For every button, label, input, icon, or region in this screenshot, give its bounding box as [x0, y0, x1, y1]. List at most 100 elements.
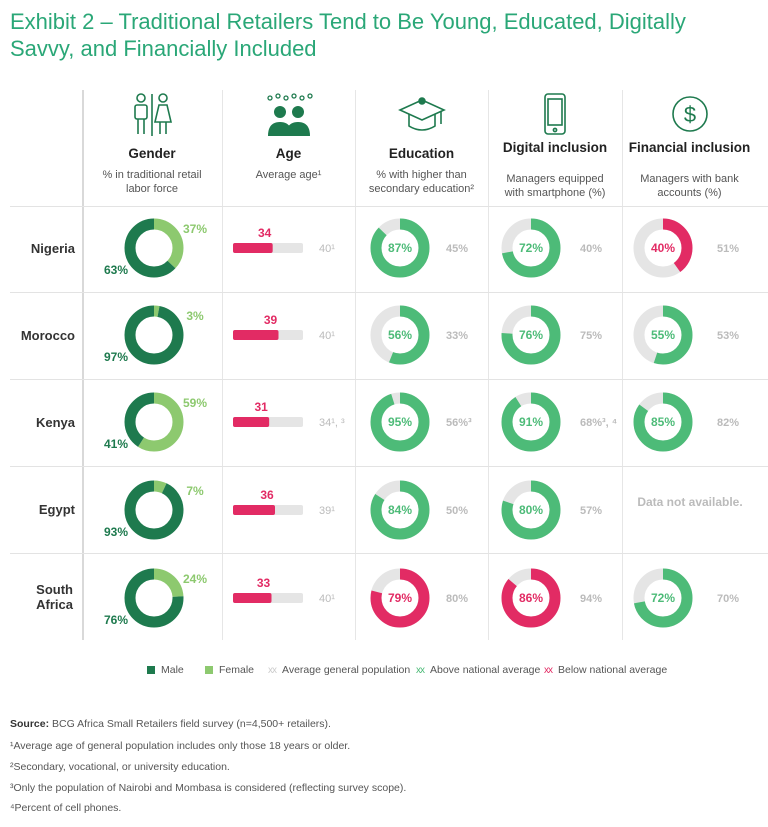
- footnote-3: ³Only the population of Nairobi and Momb…: [10, 782, 407, 794]
- gender-male-label-nigeria: 63%: [104, 263, 128, 277]
- education-title: Education: [388, 146, 455, 161]
- legend-male-swatch: [147, 666, 155, 674]
- age-average-label-south-africa: 40¹: [319, 593, 335, 605]
- digital-donut-morocco: [501, 305, 561, 365]
- education-donut-south-africa: [370, 568, 430, 628]
- education-average-label-morocco: 33%: [446, 330, 468, 342]
- age-bar-nigeria: [233, 243, 273, 253]
- digital-average-label-kenya: 68%³, ⁴: [580, 417, 617, 429]
- row-divider: [10, 553, 768, 554]
- digital-value-label-kenya: 91%: [519, 415, 543, 429]
- age-value-label-morocco: 39: [264, 313, 278, 327]
- gender-male-segment-south-africa: [124, 568, 184, 628]
- legend-above: xx Above national average: [416, 664, 540, 676]
- financial-value-label-south-africa: 72%: [651, 591, 675, 605]
- age-value-label-south-africa: 33: [257, 576, 271, 590]
- financial-donut-morocco: [633, 305, 693, 365]
- source-label: Source:: [10, 718, 50, 730]
- age-average-label-morocco: 40¹: [319, 330, 335, 342]
- age-bar-morocco: [233, 330, 279, 340]
- legend-female-swatch: [205, 666, 213, 674]
- age-value-label-egypt: 36: [260, 488, 274, 502]
- financial-average-label-morocco: 53%: [717, 330, 739, 342]
- row-label-nigeria: Nigeria: [30, 241, 75, 256]
- legend-below: xx Below national average: [544, 664, 667, 676]
- source-note: Source: BCG Africa Small Retailers field…: [10, 718, 331, 731]
- financial-header: $ Financial inclusion Managers with bank…: [622, 90, 757, 210]
- gender-female-label-morocco: 3%: [186, 309, 204, 323]
- row-divider: [10, 379, 768, 380]
- education-average-label-kenya: 56%³: [446, 417, 472, 429]
- financial-subtitle: Managers with bank accounts (%): [640, 173, 739, 199]
- digital-donut-egypt: [501, 480, 561, 540]
- gender-female-label-south-africa: 24%: [183, 572, 207, 586]
- education-subtitle: % with higher than secondary education²: [368, 169, 475, 195]
- education-value-label-nigeria: 87%: [388, 241, 412, 255]
- row-label-kenya: Kenya: [35, 415, 75, 430]
- gender-male-label-south-africa: 76%: [104, 613, 128, 627]
- digital-average-label-morocco: 75%: [580, 330, 602, 342]
- row-divider: [10, 466, 768, 467]
- digital-value-label-south-africa: 86%: [519, 591, 543, 605]
- education-donut-nigeria: [370, 218, 430, 278]
- gender-male-segment-morocco: [124, 305, 184, 365]
- financial-donut-nigeria: [633, 218, 693, 278]
- footnote-4: ⁴Percent of cell phones.: [10, 802, 122, 814]
- legend-below-label: Below national average: [558, 664, 668, 676]
- financial-average-label-kenya: 82%: [717, 417, 739, 429]
- financial-title: Financial inclusion: [628, 140, 751, 155]
- footnote-1: ¹Average age of general population inclu…: [10, 740, 351, 752]
- footnote-2: ²Secondary, vocational, or university ed…: [10, 761, 230, 773]
- source-text: BCG Africa Small Retailers field survey …: [49, 718, 331, 730]
- legend-average-swatch: xx: [268, 664, 277, 676]
- education-value-label-morocco: 56%: [388, 328, 412, 342]
- age-subtitle: Average age¹: [255, 169, 322, 181]
- age-header: Age Average age¹: [222, 90, 355, 210]
- digital-value-label-egypt: 80%: [519, 503, 543, 517]
- row-label-south-africa: South Africa: [36, 582, 73, 612]
- graduation-cap-icon: [397, 97, 446, 131]
- column-divider: [488, 90, 489, 640]
- gender-male-label-morocco: 97%: [104, 350, 128, 364]
- gender-icon: [134, 93, 173, 136]
- financial-value-label-kenya: 85%: [651, 415, 675, 429]
- gender-male-label-kenya: 41%: [104, 437, 128, 451]
- digital-donut-nigeria: [501, 218, 561, 278]
- column-divider: [82, 90, 84, 640]
- education-donut-kenya: [370, 392, 430, 452]
- row-divider: [10, 206, 768, 207]
- digital-subtitle: Managers equipped with smartphone (%): [504, 173, 606, 199]
- financial-value-label-morocco: 55%: [651, 328, 675, 342]
- gender-male-segment-egypt: [124, 480, 184, 540]
- legend-average-label: Average general population: [282, 664, 411, 676]
- education-donut-egypt: [370, 480, 430, 540]
- legend-average: xx Average general population: [268, 664, 410, 676]
- page-title: Exhibit 2 – Traditional Retailers Tend t…: [10, 9, 686, 61]
- financial-average-label-nigeria: 51%: [717, 243, 739, 255]
- people-icon: [266, 93, 313, 136]
- education-header: Education % with higher than secondary e…: [355, 90, 488, 210]
- gender-male-segment-nigeria: [124, 218, 184, 278]
- age-bar-egypt: [233, 505, 275, 515]
- gender-header: Gender % in traditional retail labor for…: [82, 90, 222, 210]
- gender-female-label-kenya: 59%: [183, 396, 207, 410]
- legend-male: Male: [147, 664, 184, 676]
- age-average-label-kenya: 34¹, ³: [319, 417, 345, 429]
- legend-above-swatch: xx: [416, 664, 425, 676]
- digital-title: Digital inclusion: [502, 140, 608, 155]
- education-value-label-south-africa: 79%: [388, 591, 412, 605]
- age-bar-south-africa: [233, 593, 272, 603]
- age-bar-kenya: [233, 417, 270, 427]
- gender-subtitle: % in traditional retail labor force: [102, 169, 202, 195]
- gender-female-label-egypt: 7%: [186, 484, 204, 498]
- digital-donut-south-africa: [501, 568, 561, 628]
- gender-title: Gender: [128, 146, 176, 161]
- column-headers: Gender % in traditional retail labor for…: [0, 90, 768, 210]
- gender-female-label-nigeria: 37%: [183, 222, 207, 236]
- age-average-label-egypt: 39¹: [319, 505, 335, 517]
- financial-donut-south-africa: [633, 568, 693, 628]
- education-value-label-kenya: 95%: [388, 415, 412, 429]
- legend-above-label: Above national average: [430, 664, 541, 676]
- financial-donut-kenya: [633, 392, 693, 452]
- column-divider: [622, 90, 623, 640]
